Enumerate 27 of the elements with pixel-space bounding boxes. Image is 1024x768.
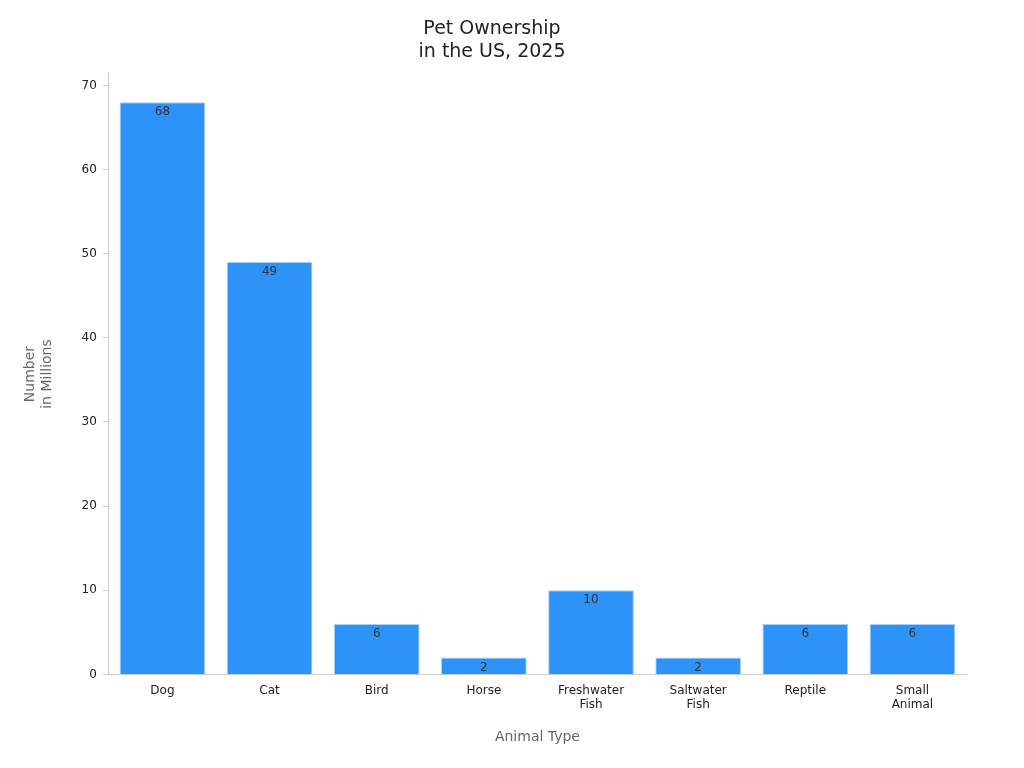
y-tick-label: 60 [81,161,97,176]
data-label: 6 [801,626,810,641]
x-tick-label: Saltwater Fish [669,682,727,712]
chart-title: Pet Ownership in the US, 2025 [418,16,566,62]
y-axis-title: Number in Millions [21,339,54,409]
data-label: 2 [694,659,702,674]
data-label: 10 [583,592,599,607]
x-tick-label: Small Animal [891,682,934,712]
x-tick-label: Reptile [784,682,827,697]
y-tick-label: 40 [81,329,97,344]
x-axis-title: Animal Type [494,728,580,745]
y-tick-label: 20 [81,498,97,513]
x-tick-label: Cat [259,682,281,697]
data-label: 68 [154,104,171,119]
y-tick-label: 0 [89,666,97,681]
data-label: 49 [261,264,278,279]
y-tick-label: 30 [81,414,97,429]
x-tick-label: Dog [150,682,175,697]
y-tick-label: 70 [81,77,97,92]
x-tick-label: Freshwater Fish [557,682,625,712]
x-tick-label: Horse [466,682,502,697]
data-label: 2 [480,659,488,674]
data-label: 6 [908,626,917,641]
y-tick-label: 50 [81,245,97,260]
x-tick-label: Bird [364,682,389,697]
data-label: 6 [372,626,381,641]
y-tick-label: 10 [81,582,97,597]
